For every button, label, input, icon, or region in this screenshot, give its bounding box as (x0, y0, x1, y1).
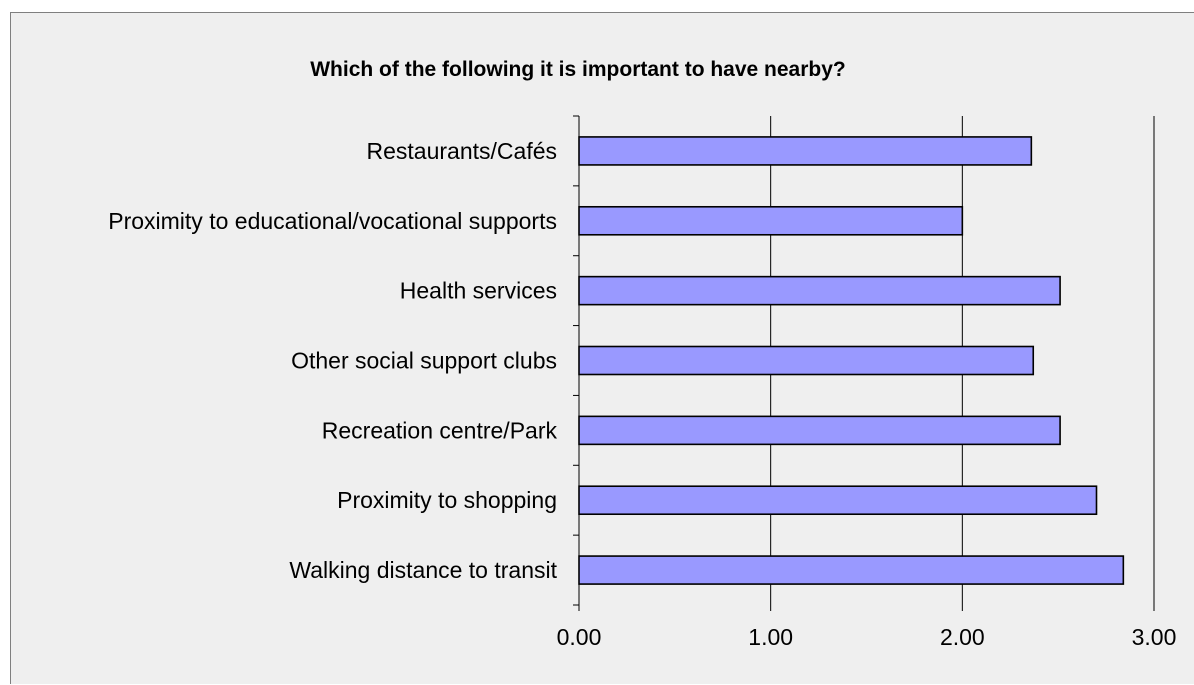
bar (578, 345, 1035, 376)
x-tick-label: 3.00 (1132, 624, 1177, 650)
chart-title: Which of the following it is important t… (310, 58, 846, 81)
bar (578, 485, 1098, 516)
category-label: Walking distance to transit (289, 557, 557, 583)
bar (578, 555, 1125, 585)
x-tick-label: 1.00 (748, 624, 793, 650)
chart-frame: Which of the following it is important t… (10, 12, 1194, 684)
bar (578, 415, 1061, 446)
category-label: Proximity to shopping (337, 487, 557, 513)
bar (578, 136, 1033, 166)
x-tick-label: 2.00 (940, 624, 985, 650)
category-label: Recreation centre/Park (322, 417, 558, 443)
category-label: Restaurants/Cafés (367, 138, 557, 164)
bar (578, 205, 964, 236)
bar-chart: 0.00 1.00 2.00 3.00 Restaurants/Cafés Proximi… (108, 115, 1177, 650)
category-label: Other social support clubs (291, 348, 557, 374)
category-label: Proximity to educational/vocational supp… (108, 208, 557, 234)
x-tick-label: 0.00 (557, 624, 602, 650)
category-label: Health services (400, 278, 557, 304)
bar (578, 275, 1061, 306)
